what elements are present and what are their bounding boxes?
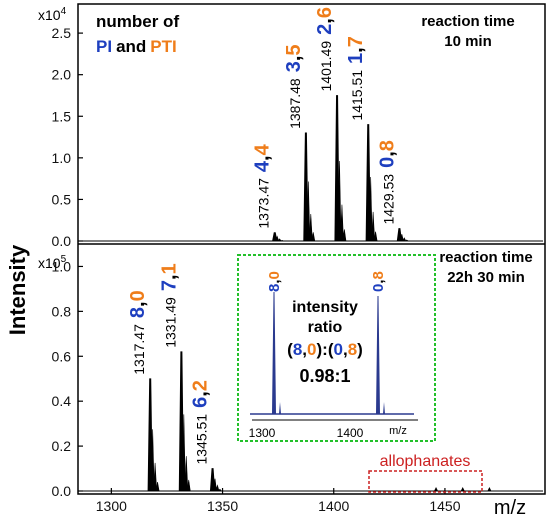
bottom-y-tick-label: 1.0 bbox=[52, 258, 72, 274]
bottom-y-tick-label: 0.8 bbox=[52, 303, 72, 319]
plot-frame bbox=[77, 3, 546, 495]
top-peak-1401.49-isotope bbox=[337, 160, 342, 242]
bottom-condition-line2: 22h 30 min bbox=[447, 269, 525, 286]
top-y-ticks: 0.0 0.5 1.0 1.5 2.0 2.5 bbox=[52, 25, 83, 249]
inset-xlabel: m/z bbox=[389, 425, 407, 437]
top-peak-1401.49-isotope bbox=[340, 204, 344, 242]
top-peak-1429.53-isotope bbox=[399, 234, 404, 242]
top-condition-line1: reaction time bbox=[421, 13, 514, 30]
inset-peak-left bbox=[272, 291, 276, 415]
top-peak-1373.47-isotope bbox=[277, 238, 282, 242]
bottom-peak-1345.51-isotope bbox=[213, 478, 217, 492]
inset-border bbox=[237, 254, 436, 442]
inset-xtick-1400: 1400 bbox=[337, 426, 364, 440]
bottom-y-ticks: 0.0 0.2 0.4 0.6 0.8 1.0 bbox=[52, 258, 83, 499]
bottom-peak-mz-label: 1317.478,0 bbox=[127, 290, 149, 374]
bottom-peak-1331.49-isotope bbox=[184, 456, 189, 492]
bottom-peak-1317.47 bbox=[147, 378, 153, 492]
top-y-tick-label: 1.5 bbox=[52, 108, 72, 124]
allophanates-label: allophanates bbox=[380, 453, 471, 470]
inset-title-line1: intensity bbox=[292, 299, 358, 316]
bottom-y-tick-label: 0.2 bbox=[52, 438, 72, 454]
bottom-peak-1331.49-isotope bbox=[181, 414, 186, 492]
top-y-tick-label: 2.5 bbox=[52, 25, 72, 41]
top-peak-1415.51-isotope bbox=[368, 176, 373, 242]
bottom-peak-mz-label: 1331.497,1 bbox=[158, 263, 180, 347]
top-peak-1429.53-isotope bbox=[404, 239, 409, 242]
top-peak-1373.47-isotope bbox=[280, 240, 284, 242]
top-condition-line2: 10 min bbox=[444, 33, 492, 50]
top-peak-1373.47 bbox=[272, 232, 278, 242]
inset-label-right: 0,8 bbox=[370, 271, 387, 292]
bottom-condition-line1: reaction time bbox=[439, 249, 532, 266]
peak-labels: 1373.474,4 1387.483,5 1401.492,6 1415.511,7… bbox=[127, 7, 398, 464]
top-y-tick-label: 0.5 bbox=[52, 191, 72, 207]
bottom-exponent: x105 bbox=[38, 254, 67, 271]
top-peak-mz-label: 1373.474,4 bbox=[252, 143, 274, 228]
top-peak-mz-label: 1429.530,8 bbox=[376, 140, 398, 224]
top-peak-1429.53-isotope bbox=[402, 237, 407, 242]
top-peak-mz-label: 1387.483,5 bbox=[283, 44, 305, 128]
x-tick-label: 1450 bbox=[429, 498, 460, 514]
top-peak-1401.49 bbox=[334, 95, 340, 242]
bottom-peak-1317.47-isotope bbox=[150, 429, 155, 492]
inset-isotope bbox=[383, 402, 385, 414]
inset-ratio-value: 0.98:1 bbox=[299, 366, 350, 386]
allophanates-box bbox=[368, 470, 483, 493]
legend-pi: PI bbox=[96, 37, 112, 56]
legend-line2: PI and PTI bbox=[96, 37, 177, 56]
x-tick-label: 1300 bbox=[96, 498, 127, 514]
legend-line1: number of bbox=[96, 12, 179, 31]
x-axis-label: m/z bbox=[494, 497, 526, 519]
bottom-peak-1345.51-isotope bbox=[215, 484, 220, 492]
top-peak-1387.48-isotope bbox=[306, 181, 311, 242]
top-y-tick-label: 2.0 bbox=[52, 67, 72, 83]
x-tick-label: 1350 bbox=[207, 498, 238, 514]
top-exponent: x104 bbox=[38, 6, 67, 23]
top-peak-mz-label: 1401.492,6 bbox=[314, 7, 336, 91]
top-peak-mz-label: 1415.511,7 bbox=[345, 36, 367, 120]
inset-peak-right bbox=[376, 295, 380, 415]
allophanate-peak bbox=[487, 487, 492, 491]
top-peak-1415.51 bbox=[365, 124, 371, 242]
top-peak-1415.51-isotope bbox=[371, 211, 376, 242]
top-peak-1387.48 bbox=[303, 132, 309, 242]
inset-panel: 8,0 0,8 intensity ratio (8,0):(0,8) 0.98:… bbox=[237, 254, 436, 442]
bottom-peak-1331.49 bbox=[178, 351, 184, 492]
bottom-peak-1331.49-isotope bbox=[186, 479, 191, 492]
legend-pti: PTI bbox=[150, 37, 176, 56]
top-peak-1429.53 bbox=[396, 228, 403, 242]
inset-ratio-expr: (8,0):(0,8) bbox=[287, 340, 363, 359]
inset-xtick-1300: 1300 bbox=[249, 426, 276, 440]
y-axis-label: Intensity bbox=[5, 244, 30, 335]
inset-isotope bbox=[279, 402, 281, 414]
bottom-y-tick-label: 0.0 bbox=[52, 483, 72, 499]
x-tick-label: 1400 bbox=[318, 498, 349, 514]
x-ticks: 1300 1350 1400 1450 bbox=[96, 488, 461, 514]
bottom-peak-mz-label: 1345.516,2 bbox=[190, 380, 212, 464]
top-y-tick-label: 0.0 bbox=[52, 233, 72, 249]
top-peak-1415.51-isotope bbox=[373, 231, 378, 242]
top-peak-1401.49-isotope bbox=[342, 229, 347, 242]
bottom-peak-1345.51-isotope bbox=[218, 488, 222, 492]
bottom-peak-1317.47-isotope bbox=[155, 481, 160, 492]
spectrum-traces bbox=[80, 95, 543, 492]
bottom-y-tick-label: 0.4 bbox=[52, 393, 72, 409]
inset-label-left: 8,0 bbox=[266, 271, 283, 292]
bottom-y-tick-label: 0.6 bbox=[52, 348, 72, 364]
allophanate-peak bbox=[434, 487, 439, 491]
top-peak-1387.48-isotope bbox=[308, 213, 313, 242]
bottom-peak-1345.51 bbox=[209, 468, 216, 492]
allophanate-peak bbox=[460, 487, 465, 491]
inset-title-line2: ratio bbox=[308, 319, 343, 336]
top-peak-1387.48-isotope bbox=[311, 232, 316, 242]
top-y-tick-label: 1.0 bbox=[52, 150, 72, 166]
top-peak-1373.47-isotope bbox=[275, 235, 280, 242]
bottom-peak-1317.47-isotope bbox=[153, 462, 157, 492]
